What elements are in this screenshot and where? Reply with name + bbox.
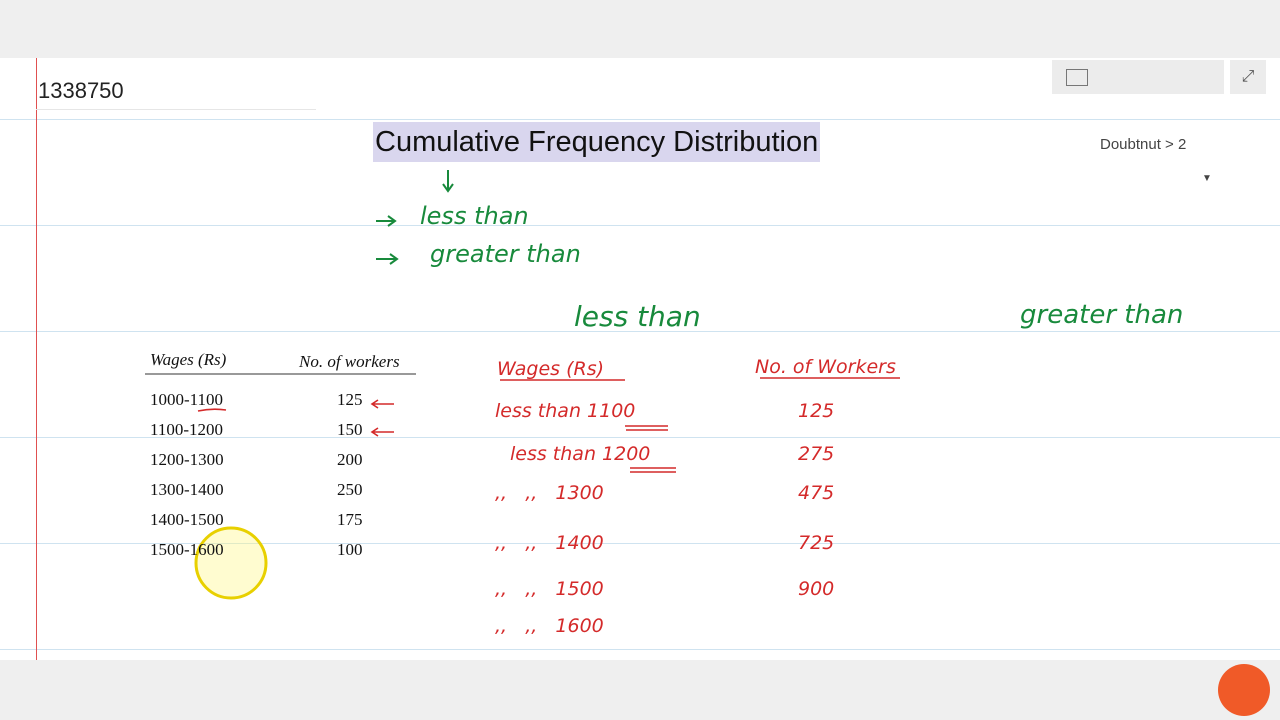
handwritten-cell: 900 (798, 578, 835, 600)
column-header: Wages (Rs) (497, 358, 605, 380)
underline (625, 425, 668, 431)
handwritten-cell: 125 (798, 400, 835, 422)
column-header: Wages (Rs) (150, 350, 227, 369)
handwritten-cell: 725 (798, 532, 835, 554)
handwritten-cell: ,, ,, 1600 (495, 615, 604, 637)
handwritten-cell: 275 (798, 443, 835, 465)
arrow (376, 253, 399, 265)
note: less than (420, 202, 529, 230)
table-cell: 1000-1100 (150, 390, 224, 409)
handwritten-cell: less than 1200 (510, 443, 651, 465)
handwritten-cell: ,, ,, 1400 (495, 532, 604, 554)
cursor-highlight (194, 526, 268, 600)
note: greater than (430, 240, 581, 268)
column-header: No. of Workers (755, 356, 896, 378)
arrow (376, 215, 397, 227)
dropdown-icon: ▼ (1202, 173, 1212, 184)
table-cell: 1200-1300 (150, 450, 224, 469)
menu-button[interactable]: Doubtnut > 2 ▼ (1052, 60, 1224, 184)
handwritten-cell: less than 1100 (495, 400, 636, 422)
arrow (370, 427, 394, 437)
table-cell: 1400-1500 (150, 510, 224, 529)
section-heading: greater than (1020, 300, 1184, 330)
table-cell: 100 (337, 540, 363, 559)
table-cell: 175 (337, 510, 363, 529)
table-cell: 200 (337, 450, 363, 469)
title: Cumulative Frequency Distribution (373, 122, 821, 162)
drawing (145, 170, 900, 600)
handwritten-cell: 475 (798, 482, 835, 504)
underline (197, 408, 227, 412)
table-cell: 125 (337, 390, 363, 409)
arrow (442, 170, 454, 193)
logo (1218, 664, 1270, 716)
table-cell: 1300-1400 (150, 480, 224, 499)
icon (1066, 69, 1088, 86)
divider (36, 109, 316, 110)
table-cell: 150 (337, 420, 363, 439)
expand-button[interactable]: ⤢ (1230, 60, 1266, 94)
arrow (370, 399, 394, 409)
table-cell: 250 (337, 480, 363, 499)
underline (630, 467, 676, 473)
menu-label: Doubtnut > 2 (1100, 136, 1187, 153)
notebook-page: 1338750 Doubtnut > 2 ▼ ⤢ Cumulative Freq… (0, 58, 1280, 660)
section-heading: less than (574, 300, 701, 333)
table-cell: 1100-1200 (150, 420, 224, 439)
handwritten-cell: ,, ,, 1300 (495, 482, 604, 504)
column-header: No. of workers (299, 352, 400, 371)
question-id: 1338750 (38, 78, 124, 103)
table-cell: 1500-1600 (150, 540, 224, 559)
handwritten-cell: ,, ,, 1500 (495, 578, 604, 600)
margin-line (36, 58, 37, 660)
